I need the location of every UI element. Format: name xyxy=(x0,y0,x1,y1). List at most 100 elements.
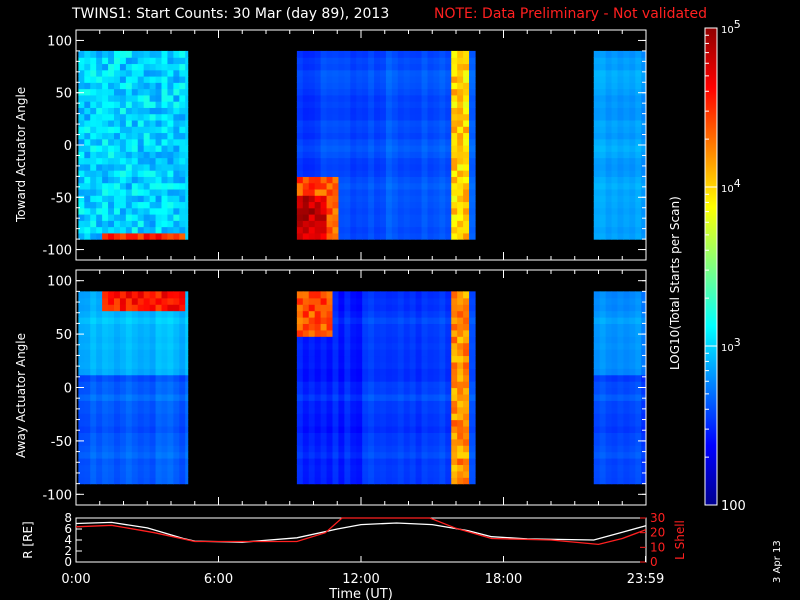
heatmap-cell xyxy=(433,119,440,127)
heatmap-cell xyxy=(131,94,139,102)
heatmap-cell xyxy=(314,400,322,408)
heatmap-cell xyxy=(427,195,435,203)
heatmap-cell xyxy=(131,406,139,414)
heatmap-cell xyxy=(161,438,169,446)
heatmap-cell xyxy=(102,304,109,312)
heatmap-cell xyxy=(155,195,163,203)
heatmap-cell xyxy=(356,232,363,240)
heatmap-cell xyxy=(463,163,470,171)
heatmap-cell xyxy=(90,329,97,337)
heatmap-cell xyxy=(338,470,345,478)
heatmap-cell xyxy=(114,113,121,121)
heatmap-cell xyxy=(344,323,351,331)
heatmap-cell xyxy=(421,323,429,331)
heatmap-cell xyxy=(362,119,369,127)
heatmap-cell xyxy=(451,445,458,453)
heatmap-cell xyxy=(623,477,630,485)
heatmap-cell xyxy=(605,374,613,382)
heatmap-cell xyxy=(302,349,310,357)
heatmap-cell xyxy=(391,132,399,140)
x-tick-label: 0:00 xyxy=(61,572,90,587)
heatmap-cell xyxy=(403,361,411,369)
heatmap-cell xyxy=(623,291,630,299)
heatmap-cell xyxy=(415,94,423,102)
heatmap-cell xyxy=(439,413,446,421)
heatmap-cell xyxy=(374,126,381,134)
heatmap-cell xyxy=(403,207,411,215)
heatmap-cell xyxy=(427,151,435,159)
heatmap-cell xyxy=(149,182,157,190)
heatmap-cell xyxy=(599,207,607,215)
heatmap-cell xyxy=(403,157,411,165)
heatmap-cell xyxy=(611,151,619,159)
heatmap-cell xyxy=(344,226,351,234)
heatmap-cell xyxy=(332,57,340,65)
heatmap-cell xyxy=(605,63,613,71)
heatmap-cell xyxy=(635,329,642,337)
heatmap-cell xyxy=(593,419,601,427)
heatmap-cell xyxy=(90,220,97,228)
y-tick-label: 0 xyxy=(64,139,72,154)
heatmap-cell xyxy=(374,393,381,401)
heatmap-cell xyxy=(114,419,121,427)
heatmap-cell xyxy=(403,374,411,382)
heatmap-cell xyxy=(599,201,607,209)
heatmap-cell xyxy=(356,82,363,90)
heatmap-cell xyxy=(641,138,647,146)
heatmap-cell xyxy=(338,207,345,215)
r-axis-label: R [RE] xyxy=(21,521,35,558)
heatmap-cell xyxy=(380,182,387,190)
heatmap-cell xyxy=(451,113,458,121)
heatmap-cell xyxy=(362,50,369,58)
heatmap-cell xyxy=(108,451,115,459)
heatmap-cell xyxy=(362,113,369,121)
heatmap-cell xyxy=(308,297,316,305)
heatmap-cell xyxy=(611,195,619,203)
heatmap-cell xyxy=(173,458,180,466)
heatmap-cell xyxy=(409,304,417,312)
heatmap-cell xyxy=(439,176,446,184)
heatmap-cell xyxy=(415,355,423,363)
heatmap-cell xyxy=(302,419,310,427)
heatmap-cell xyxy=(131,419,139,427)
heatmap-cell xyxy=(338,336,345,344)
heatmap-cell xyxy=(185,445,189,453)
heatmap-cell xyxy=(368,400,375,408)
heatmap-cell xyxy=(96,342,103,350)
heatmap-cell xyxy=(457,393,464,401)
heatmap-cell xyxy=(409,82,417,90)
heatmap-cell xyxy=(344,458,351,466)
heatmap-cell xyxy=(635,107,642,115)
heatmap-cell xyxy=(155,413,163,421)
heatmap-cell xyxy=(84,188,91,196)
heatmap-cell xyxy=(296,226,304,234)
heatmap-cell xyxy=(314,458,322,466)
heatmap-cell xyxy=(599,57,607,65)
heatmap-cell xyxy=(185,195,189,203)
heatmap-cell xyxy=(421,76,429,83)
heatmap-cell xyxy=(457,107,464,115)
heatmap-cell xyxy=(451,419,458,427)
heatmap-cell xyxy=(374,329,381,337)
heatmap-cell xyxy=(296,317,304,325)
heatmap-cell xyxy=(96,57,103,65)
heatmap-cell xyxy=(391,182,399,190)
heatmap-cell xyxy=(173,368,180,376)
heatmap-cell xyxy=(108,406,115,414)
heatmap-cell xyxy=(617,458,625,466)
heatmap-cell xyxy=(421,445,429,453)
heatmap-cell xyxy=(617,310,625,318)
heatmap-cell xyxy=(320,451,328,459)
heatmap-cell xyxy=(599,451,607,459)
heatmap-cell xyxy=(326,451,334,459)
heatmap-cell xyxy=(421,138,429,146)
heatmap-cell xyxy=(415,63,423,71)
heatmap-cell xyxy=(344,101,351,108)
heatmap-cell xyxy=(397,126,405,134)
heatmap-cell xyxy=(84,297,91,305)
heatmap-cell xyxy=(451,132,458,140)
heatmap-cell xyxy=(397,151,405,159)
heatmap-cell xyxy=(635,297,642,305)
heatmap-cell xyxy=(380,88,387,96)
heatmap-cell xyxy=(403,304,411,312)
